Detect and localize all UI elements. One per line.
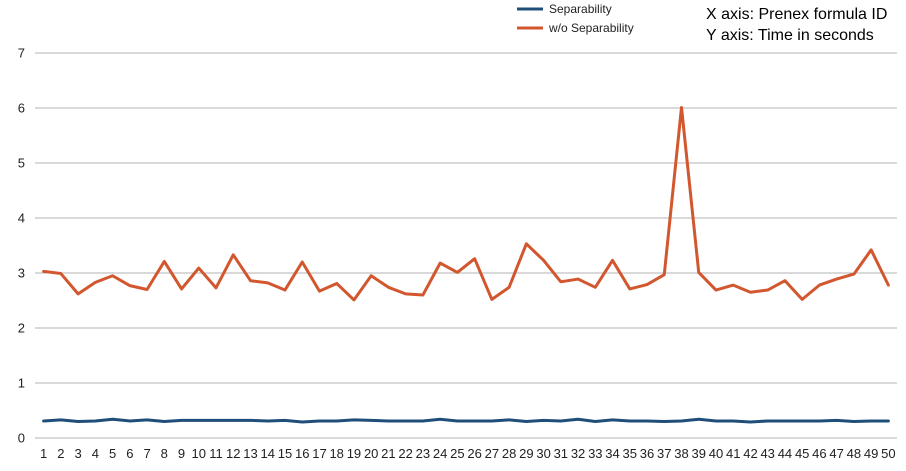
x-tick-label: 45 xyxy=(795,446,809,461)
y-tick-label: 7 xyxy=(18,46,25,61)
y-tick-label: 0 xyxy=(18,431,25,446)
x-tick-label: 41 xyxy=(726,446,740,461)
y-tick-label: 5 xyxy=(18,156,25,171)
x-tick-label: 39 xyxy=(692,446,706,461)
x-tick-label: 48 xyxy=(847,446,861,461)
x-tick-label: 29 xyxy=(519,446,533,461)
x-tick-label: 37 xyxy=(657,446,671,461)
x-tick-label: 50 xyxy=(881,446,895,461)
x-tick-labels: 1 2 3 4 5 6 7 8 9 10 11 12 13 14 15 16 17 18 19 20 21 22 23 24 2… xyxy=(40,446,896,461)
x-tick-label: 13 xyxy=(243,446,257,461)
x-tick-label: 47 xyxy=(829,446,843,461)
x-tick-label: 27 xyxy=(485,446,499,461)
x-tick-label: 25 xyxy=(450,446,464,461)
x-tick-label: 19 xyxy=(347,446,361,461)
x-tick-label: 17 xyxy=(312,446,326,461)
x-tick-label: 3 xyxy=(74,446,81,461)
x-tick-label: 23 xyxy=(416,446,430,461)
series-lines xyxy=(42,105,890,424)
y-axis-note: Y axis: Time in seconds xyxy=(706,27,874,44)
legend: Separability w/o Separability xyxy=(517,2,634,35)
x-tick-label: 12 xyxy=(226,446,240,461)
x-tick-label: 46 xyxy=(812,446,826,461)
x-tick-label: 42 xyxy=(743,446,757,461)
x-tick-label: 49 xyxy=(864,446,878,461)
x-tick-label: 33 xyxy=(588,446,602,461)
series-line-separability xyxy=(42,417,890,424)
x-tick-label: 4 xyxy=(92,446,99,461)
x-tick-label: 44 xyxy=(778,446,792,461)
x-tick-label: 26 xyxy=(467,446,481,461)
y-tick-label: 1 xyxy=(18,376,25,391)
x-tick-label: 34 xyxy=(605,446,619,461)
grid-lines xyxy=(35,52,897,439)
x-tick-label: 43 xyxy=(760,446,774,461)
x-tick-label: 2 xyxy=(57,446,64,461)
x-tick-label: 28 xyxy=(502,446,516,461)
x-tick-label: 10 xyxy=(192,446,206,461)
x-tick-label: 40 xyxy=(709,446,723,461)
x-tick-label: 14 xyxy=(261,446,275,461)
x-tick-label: 15 xyxy=(278,446,292,461)
x-tick-label: 21 xyxy=(381,446,395,461)
x-tick-label: 16 xyxy=(295,446,309,461)
x-tick-label: 36 xyxy=(640,446,654,461)
x-tick-label: 32 xyxy=(571,446,585,461)
y-tick-label: 4 xyxy=(18,211,25,226)
legend-label: w/o Separability xyxy=(548,21,634,35)
x-tick-label: 1 xyxy=(40,446,47,461)
x-tick-label: 18 xyxy=(329,446,343,461)
x-tick-label: 7 xyxy=(143,446,150,461)
x-tick-label: 5 xyxy=(109,446,116,461)
x-tick-label: 22 xyxy=(398,446,412,461)
y-tick-label: 2 xyxy=(18,321,25,336)
y-tick-label: 3 xyxy=(18,266,25,281)
x-tick-label: 24 xyxy=(433,446,447,461)
legend-label: Separability xyxy=(549,2,612,16)
y-tick-label: 6 xyxy=(18,101,25,116)
x-axis-note: X axis: Prenex formula ID xyxy=(706,6,887,23)
series-line-without-separability xyxy=(42,105,890,302)
x-tick-label: 30 xyxy=(536,446,550,461)
x-tick-label: 6 xyxy=(126,446,133,461)
x-tick-label: 38 xyxy=(674,446,688,461)
x-tick-label: 9 xyxy=(178,446,185,461)
x-tick-label: 11 xyxy=(209,446,223,461)
x-tick-label: 20 xyxy=(364,446,378,461)
x-tick-label: 31 xyxy=(554,446,568,461)
x-tick-label: 8 xyxy=(161,446,168,461)
x-tick-label: 35 xyxy=(623,446,637,461)
y-tick-labels: 0 1 2 3 4 5 6 7 xyxy=(18,46,25,446)
